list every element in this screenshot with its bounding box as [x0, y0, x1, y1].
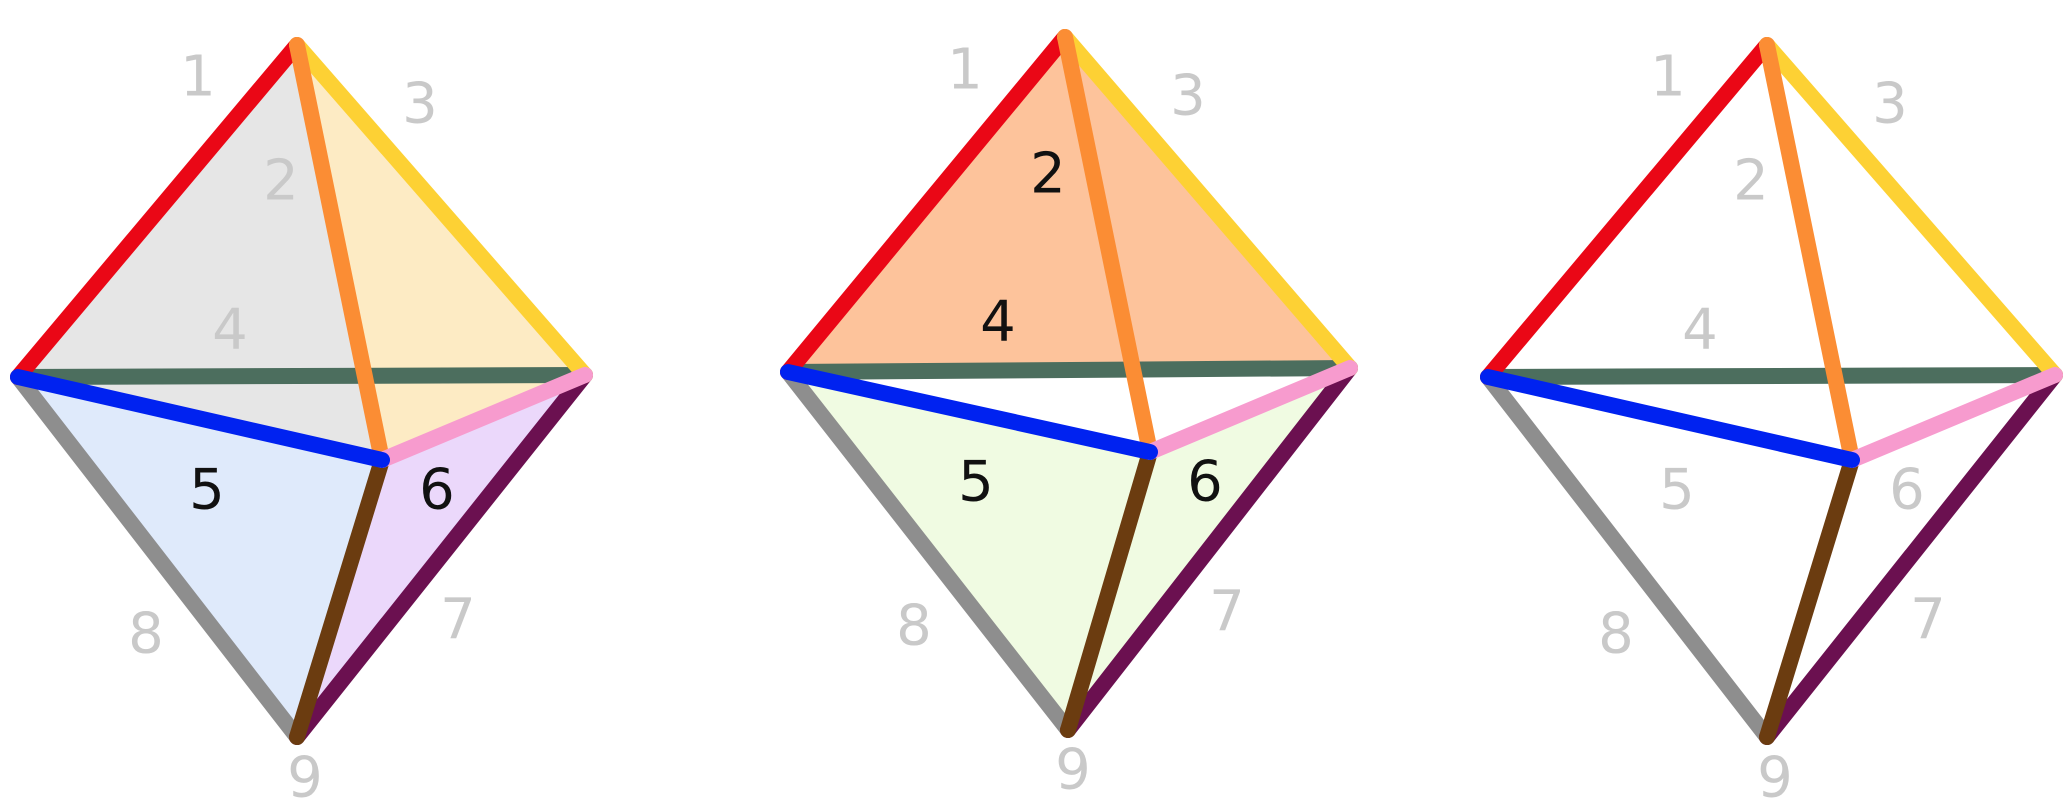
- face-upper-right: [297, 45, 585, 460]
- label-5: 5: [189, 458, 225, 523]
- edge-9: [289, 452, 390, 745]
- edge-2: [1057, 29, 1158, 460]
- edge-1: [1480, 37, 1775, 385]
- face-upper-left: [18, 45, 382, 460]
- edge-4: [10, 367, 593, 385]
- edge-6: [374, 367, 593, 468]
- label-2: 2: [1030, 142, 1066, 207]
- edge-9: [1060, 444, 1158, 738]
- label-9: 9: [1055, 738, 1091, 803]
- edge-4: [1480, 367, 2063, 385]
- label-7: 7: [440, 588, 476, 653]
- label-4: 4: [1682, 298, 1718, 363]
- label-6: 6: [1889, 458, 1925, 523]
- label-6: 6: [1187, 450, 1223, 515]
- label-3: 3: [1170, 64, 1206, 129]
- edge-4: [780, 360, 1358, 380]
- edge-8: [780, 364, 1076, 738]
- edge-1: [10, 37, 305, 385]
- edge-6: [1844, 367, 2063, 468]
- edge-8: [10, 369, 305, 745]
- edge-6: [1142, 360, 1358, 460]
- edge-7: [289, 367, 593, 745]
- label-9: 9: [287, 746, 323, 811]
- label-4: 4: [212, 298, 248, 363]
- label-8: 8: [128, 602, 164, 667]
- edge-3: [1759, 37, 2063, 383]
- label-2: 2: [1733, 149, 1769, 214]
- label-1: 1: [947, 38, 983, 103]
- edge-7: [1060, 360, 1358, 738]
- label-9: 9: [1757, 746, 1793, 811]
- edge-5: [780, 364, 1158, 460]
- label-3: 3: [1872, 72, 1908, 137]
- label-1: 1: [180, 45, 216, 110]
- label-6: 6: [419, 458, 455, 523]
- edge-9: [1759, 452, 1860, 745]
- edge-5: [1480, 369, 1860, 468]
- label-7: 7: [1209, 580, 1245, 645]
- label-1: 1: [1650, 45, 1686, 110]
- label-8: 8: [896, 594, 932, 659]
- edge-1: [780, 29, 1073, 380]
- label-7: 7: [1910, 588, 1946, 653]
- edge-5: [10, 369, 390, 468]
- label-2: 2: [263, 149, 299, 214]
- edge-8: [1480, 369, 1775, 745]
- edge-3: [1057, 29, 1358, 376]
- label-5: 5: [1659, 458, 1695, 523]
- label-3: 3: [402, 72, 438, 137]
- panel-middle: 1 2 3 4 5 6 7 8 9: [780, 29, 1358, 803]
- label-5: 5: [958, 450, 994, 515]
- edge-7: [1759, 367, 2063, 745]
- face-top: [788, 37, 1350, 372]
- label-8: 8: [1598, 602, 1634, 667]
- edge-2: [289, 37, 390, 468]
- label-4: 4: [980, 290, 1016, 355]
- edge-3: [289, 37, 593, 383]
- face-lower-left: [18, 377, 382, 737]
- panel-left: 1 2 3 4 5 6 7 8 9: [10, 37, 593, 811]
- panel-right: 1 2 3 4 5 6 7 8 9: [1480, 37, 2063, 811]
- face-bottom: [788, 368, 1350, 730]
- edge-2: [1759, 37, 1860, 468]
